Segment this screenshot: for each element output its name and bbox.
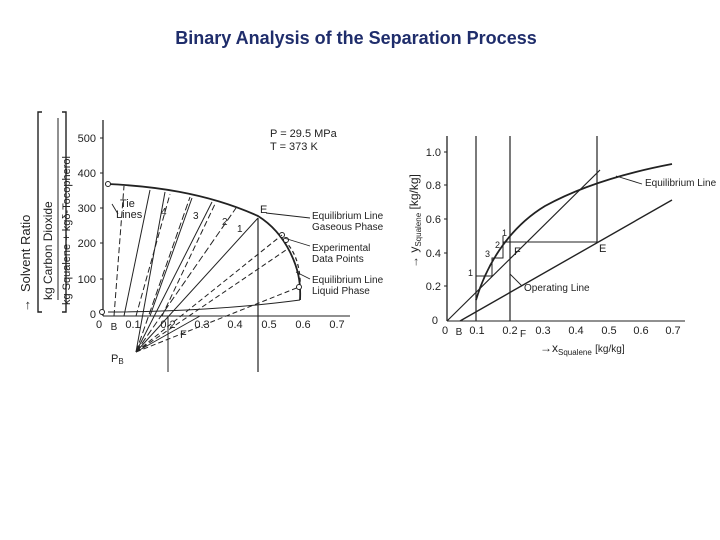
left-gas-equilibrium-curve (107, 183, 302, 301)
right-ytick-1-0: 1.0 (426, 147, 441, 159)
left-legend: Equilibrium Line Gaseous Phase Experimen… (312, 211, 384, 297)
left-ytick-100: 100 (78, 274, 96, 286)
left-ytick-0: 0 (90, 309, 96, 321)
left-ylabel-numerator: kg Carbon Dioxide (41, 201, 55, 300)
right-diagram: → ySqualene [kg/kg] 1.0 0.8 0.6 0.4 0.2 … (407, 136, 717, 357)
left-tie-lines (113, 185, 300, 353)
left-ylabel-text: Solvent Ratio (18, 215, 33, 292)
left-legend-leaders (111, 203, 311, 280)
right-xtick-0-3: 0.3 (535, 325, 550, 337)
right-F-label: F (514, 246, 521, 258)
left-legend-gas-1: Equilibrium Line (312, 211, 384, 222)
left-legend-liq-2: Liquid Phase (312, 286, 370, 297)
left-xtick-0-7: 0.7 (329, 319, 344, 331)
right-equilibrium-curve (475, 163, 673, 301)
left-ytick-400: 400 (78, 168, 96, 180)
left-xtick-0-1: 0.1 (125, 319, 140, 331)
left-tie-label-1: Tie (120, 198, 135, 210)
right-xtick-0: 0 (442, 325, 448, 337)
right-xtick-0-5: 0.5 (601, 325, 616, 337)
left-temperature-label: T = 373 K (270, 141, 318, 153)
left-xtick-0-3: 0.3 (194, 319, 209, 331)
left-pressure-label: P = 29.5 MPa (270, 128, 338, 140)
left-xtick-0-4: 0.4 (227, 319, 242, 331)
left-ylabel: → Solvent Ratio kg Carbon Dioxide kg Squ… (18, 111, 73, 313)
left-data-point (296, 284, 302, 290)
right-stage-2: 2 (495, 240, 500, 250)
left-tie-label-2: Lines (116, 209, 143, 221)
left-E-label: E (260, 204, 267, 216)
left-xtick-0: 0 (96, 319, 102, 331)
left-legend-liq-1: Equilibrium Line (312, 275, 384, 286)
right-ytick-0-6: 0.6 (426, 214, 441, 226)
right-operating-line (459, 199, 673, 322)
right-diagonal-line (446, 169, 601, 322)
right-xtick-B: B (456, 327, 463, 338)
right-ytick-0-2: 0.2 (426, 281, 441, 293)
slide-title: Binary Analysis of the Separation Proces… (175, 28, 537, 48)
left-stage-4: 4 (161, 207, 167, 218)
right-operating-label: Operating Line (524, 283, 590, 294)
left-stage-2: 2 (222, 217, 228, 228)
right-stage-3: 3 (485, 249, 490, 259)
left-xtick-0-6: 0.6 (295, 319, 310, 331)
left-bottom-line (107, 299, 301, 313)
left-ylabel-arrow: → (18, 299, 33, 312)
left-legend-exp-2: Data Points (312, 254, 364, 265)
left-ylabel-bracket-left (37, 111, 42, 313)
right-stage-1a: 1 (502, 228, 507, 238)
left-data-point (99, 309, 105, 315)
right-ylabel: → ySqualene [kg/kg] (407, 174, 423, 268)
left-ytick-200: 200 (78, 238, 96, 250)
left-xtick-0-5: 0.5 (261, 319, 276, 331)
left-F-label: F (180, 329, 187, 341)
left-diagram: → Solvent Ratio kg Carbon Dioxide kg Squ… (18, 111, 384, 372)
right-xtick-0-4: 0.4 (568, 325, 583, 337)
right-y-ticks: 1.0 0.8 0.6 0.4 0.2 0 (426, 147, 447, 327)
right-ytick-0-8: 0.8 (426, 180, 441, 192)
left-ytick-500: 500 (78, 133, 96, 145)
right-stage-steps (475, 236, 597, 292)
left-stage-3: 3 (193, 211, 199, 222)
left-x-ticks: 0 B 0.1 0.2 0.3 0.4 0.5 0.6 0.7 (96, 319, 345, 333)
right-ytick-0-4: 0.4 (426, 248, 441, 260)
left-PB-label: PB (111, 353, 124, 366)
right-xtick-0-2: 0.2 (502, 325, 517, 337)
left-ylabel-bracket-right (62, 111, 67, 313)
right-E-label: E (599, 243, 606, 255)
right-xtick-0-1: 0.1 (469, 325, 484, 337)
right-leaders (509, 175, 643, 287)
left-ylabel-denominator: kg Squalene + kgδ-Tocopherol (61, 156, 73, 305)
right-xtick-0-6: 0.6 (633, 325, 648, 337)
right-stage-1b: 1 (468, 268, 473, 278)
left-ytick-300: 300 (78, 203, 96, 215)
left-y-ticks: 500 400 300 200 100 0 (78, 133, 103, 321)
left-xtick-B: B (111, 322, 118, 333)
right-ytick-0: 0 (432, 315, 438, 327)
left-liquid-equilibrium-curve (283, 239, 301, 301)
right-xlabel: →xSqualene [kg/kg] (540, 341, 625, 357)
right-x-ticks: 0 B 0.1 0.2 0.3 0.4 0.5 0.6 0.7 (442, 325, 681, 338)
left-legend-exp-1: Experimental (312, 243, 370, 254)
right-xtick-0-7: 0.7 (665, 325, 680, 337)
right-F-axis-label: F (520, 329, 526, 340)
left-legend-gas-2: Gaseous Phase (312, 222, 384, 233)
left-data-point (105, 181, 111, 187)
left-stage-1: 1 (237, 224, 243, 235)
right-equilibrium-label: Equilibrium Line (645, 178, 717, 189)
